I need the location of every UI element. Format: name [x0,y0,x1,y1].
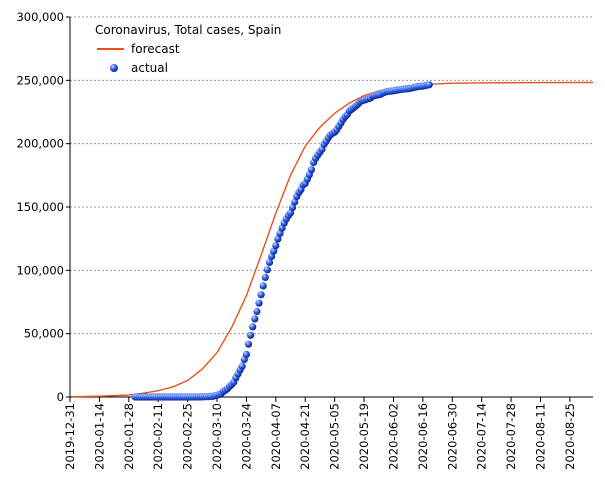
y-tick-label: 0 [57,390,64,404]
actual-point [255,299,263,307]
actual-point [257,291,265,299]
actual-point [242,350,250,358]
actual-point [261,273,269,281]
y-tick-label: 300,000 [16,10,64,24]
x-tick-label: 2020-06-16 [416,403,430,470]
legend: Coronavirus, Total cases, Spain forecast… [95,23,281,75]
x-tick-label: 2020-04-21 [298,403,312,470]
x-tick-label: 2020-06-30 [445,403,459,470]
actual-point [286,209,295,217]
x-tick-label: 2020-07-28 [504,403,518,470]
y-tick-labels: 0 50,000 100,000 150,000 200,000 250,000 300,0… [16,10,64,404]
actual-point [265,258,274,266]
x-tick-label: 2020-03-10 [210,403,224,470]
actual-point [247,331,255,339]
legend-actual-label: actual [131,61,168,75]
actual-point [289,203,297,212]
chart-title: Coronavirus, Total cases, Spain [95,23,281,37]
x-tick-label: 2019-12-31 [63,403,77,470]
y-gridlines [70,16,593,335]
y-tick-label: 50,000 [24,327,64,341]
x-tick-label: 2020-01-28 [122,403,136,470]
x-tick-label: 2020-05-19 [357,403,371,470]
x-tick-label: 2020-02-11 [151,403,165,470]
actual-point [249,323,257,331]
actual-point [251,315,259,323]
x-tick-label: 2020-07-14 [475,403,489,470]
x-tick-label: 2020-06-02 [386,403,400,470]
actual-point [291,198,299,206]
y-tick-label: 150,000 [16,200,64,214]
actual-point [238,362,246,370]
x-tick-label: 2020-03-24 [239,403,253,470]
y-tick-label: 250,000 [16,73,64,87]
actual-point [259,282,267,290]
x-tick-label: 2020-05-05 [328,403,342,470]
actual-series [131,81,433,401]
actual-point [425,81,433,89]
x-tick-label: 2020-08-25 [563,403,577,470]
actual-point [253,307,261,316]
actual-point [274,235,282,243]
actual-point [270,247,278,255]
x-tick-labels: 2019-12-31 2020-01-14 2020-01-28 2020-02-11… [63,403,577,470]
y-tick-label: 200,000 [16,137,64,151]
actual-point [244,340,253,348]
legend-actual-marker [110,64,118,72]
x-tick-label: 2020-04-07 [269,403,283,470]
y-tick-label: 100,000 [16,263,64,277]
actual-point [307,166,316,174]
x-tick-label: 2020-02-25 [181,403,195,470]
x-tick-label: 2020-08-11 [533,403,547,470]
actual-point [263,266,271,274]
actual-point [276,229,284,238]
actual-point [272,242,280,250]
x-tick-label: 2020-01-14 [92,403,106,470]
legend-forecast-label: forecast [131,42,180,56]
